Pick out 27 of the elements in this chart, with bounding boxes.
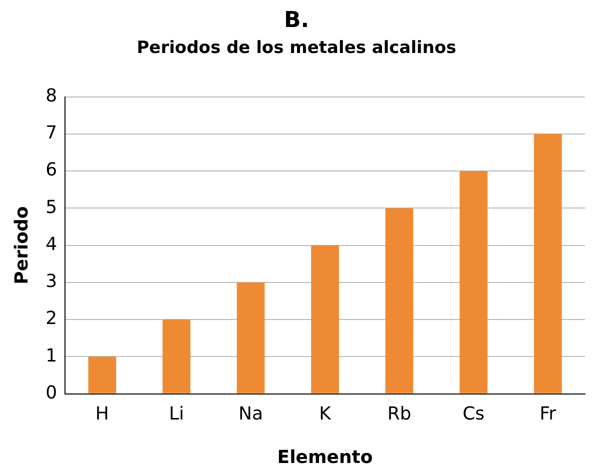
x-tick-label: Na: [238, 403, 263, 424]
y-tick-label: 2: [46, 308, 58, 330]
y-tick-label: 7: [46, 122, 58, 144]
y-tick-label: 0: [46, 382, 58, 404]
y-tick-label: 4: [46, 234, 58, 255]
x-tick-label: Cs: [462, 403, 485, 424]
y-tick-label: 1: [46, 345, 58, 366]
bar: [88, 356, 116, 394]
x-tick-label: Fr: [540, 403, 557, 424]
bar: [460, 171, 488, 394]
x-tick-label: H: [95, 403, 109, 424]
x-tick-label: Rb: [387, 403, 412, 424]
y-tick-label: 6: [46, 160, 58, 181]
bar: [162, 320, 190, 394]
y-axis-title: Periodo: [11, 206, 32, 284]
x-tick-label: K: [319, 403, 332, 424]
bar: [236, 282, 265, 394]
bar: [534, 134, 562, 394]
chart-subtitle: Periodos de los metales alcalinos: [136, 38, 456, 58]
x-axis-title: Elemento: [277, 446, 373, 468]
y-tick-label: 8: [46, 85, 58, 106]
bar: [311, 245, 339, 394]
y-tick-label: 5: [46, 196, 58, 218]
y-tick-label: 3: [46, 271, 58, 292]
chart-title: B.: [284, 8, 310, 33]
bar: [385, 208, 414, 394]
x-tick-label: Li: [168, 403, 184, 424]
